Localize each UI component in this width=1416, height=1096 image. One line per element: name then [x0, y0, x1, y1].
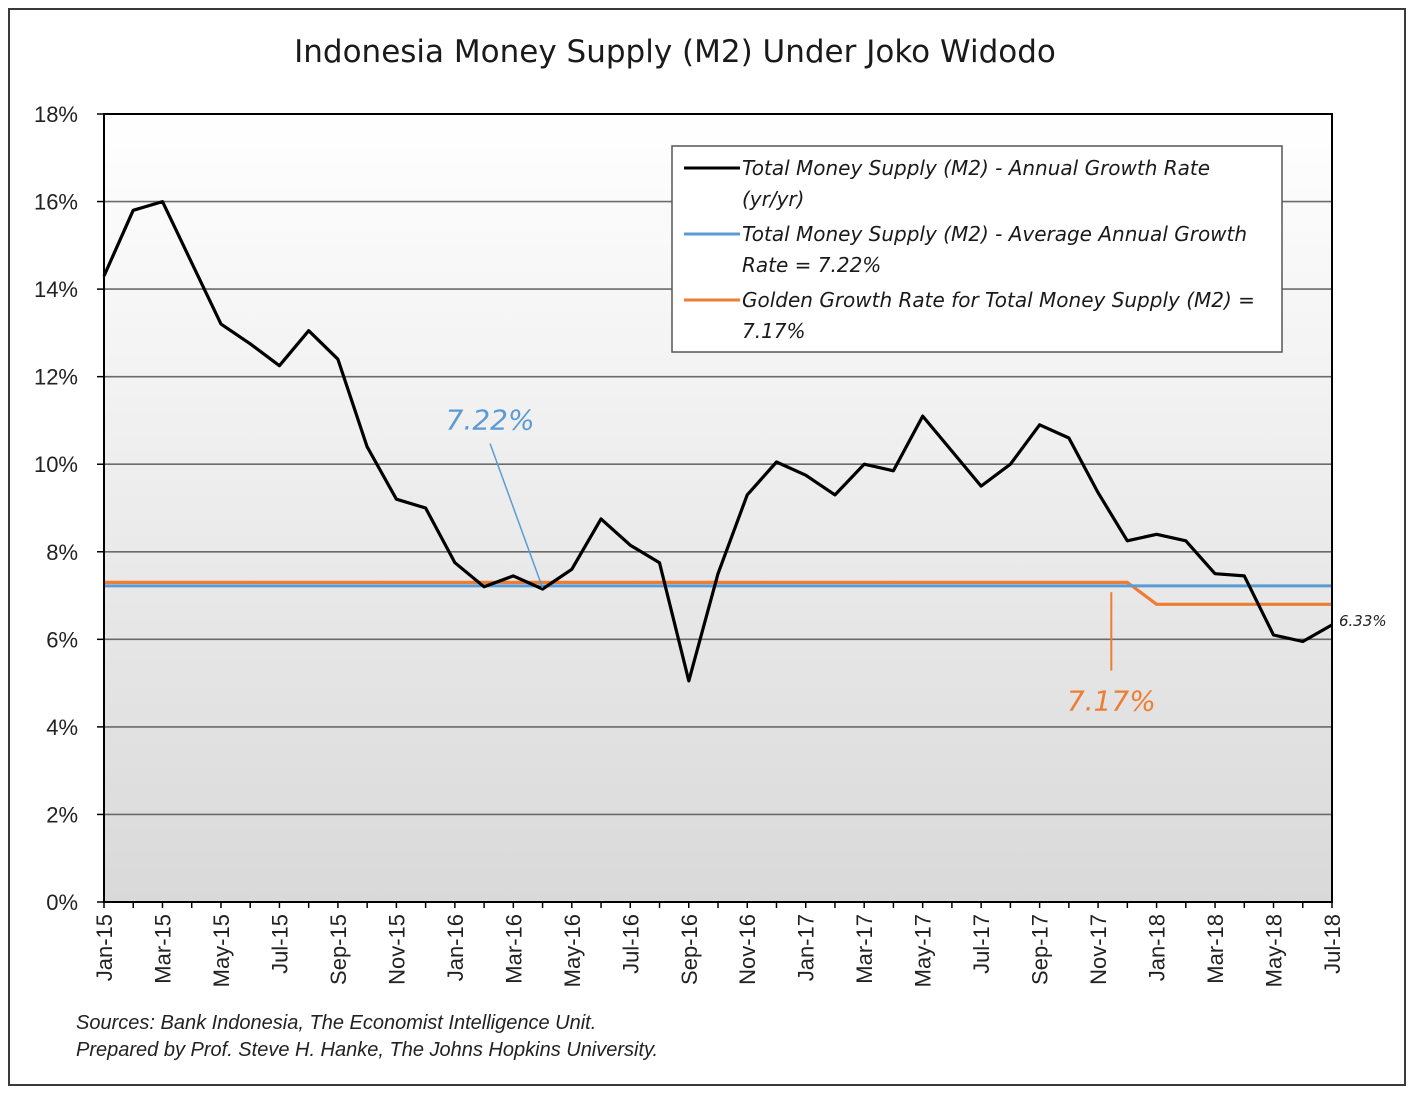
x-tick-label: Jan-16: [443, 914, 468, 981]
annotation-leader-line: [489, 443, 544, 589]
source-line-2: Prepared by Prof. Steve H. Hanke, The Jo…: [76, 1039, 658, 1061]
x-tick-label: May-15: [209, 914, 234, 987]
y-axis-ticks: 0% 2% 4% 6% 8% 10% 12% 14% 16% 18%: [34, 102, 104, 915]
x-tick-label: Mar-15: [150, 914, 175, 984]
chart-title: Indonesia Money Supply (M2) Under Joko W…: [294, 34, 1056, 70]
annotation-average-label: 7.22%: [446, 404, 535, 437]
x-tick-label: Nov-15: [384, 914, 409, 985]
x-tick-label: Mar-18: [1203, 914, 1228, 984]
series-layer: [102, 200, 1333, 683]
y-tick-label: 14%: [34, 277, 78, 302]
legend-label: Rate = 7.22%: [742, 253, 881, 277]
y-tick-label: 12%: [34, 365, 78, 390]
y-tick-label: 2%: [46, 802, 78, 827]
series-line-golden-rate: [104, 580, 1332, 606]
x-axis-ticks: Jan-15 Mar-15 May-15 Jul-15 Sep-15 Nov-15 Jan-…: [92, 902, 1345, 987]
y-tick-label: 16%: [34, 190, 78, 215]
y-tick-label: 18%: [34, 102, 78, 127]
y-tick-label: 8%: [46, 540, 78, 565]
x-tick-label: May-18: [1262, 914, 1287, 987]
x-tick-label: Sep-17: [1028, 914, 1053, 985]
y-tick-label: 6%: [46, 627, 78, 652]
legend-box: [671, 145, 1283, 353]
x-tick-label: Jul-17: [969, 914, 994, 974]
legend-label: 7.17%: [742, 319, 806, 343]
series-line-m2-growth: [102, 200, 1333, 683]
x-tick-label: Jan-15: [92, 914, 117, 981]
x-tick-label: Nov-16: [735, 914, 760, 985]
x-tick-label: Jan-18: [1145, 914, 1170, 981]
x-tick-label: Sep-15: [326, 914, 351, 985]
y-tick-label: 0%: [46, 890, 78, 915]
annotation-golden-label: 7.17%: [1067, 685, 1156, 718]
x-tick-label: Mar-16: [501, 914, 526, 984]
legend-label: Total Money Supply (M2) - Average Annual…: [742, 222, 1247, 246]
y-tick-label: 10%: [34, 452, 78, 477]
x-tick-label: Jan-17: [794, 914, 819, 981]
legend-label: Golden Growth Rate for Total Money Suppl…: [742, 288, 1255, 312]
source-line-1: Sources: Bank Indonesia, The Economist I…: [76, 1012, 596, 1034]
legend-label: Total Money Supply (M2) - Annual Growth …: [742, 156, 1210, 180]
x-tick-label: Nov-17: [1086, 914, 1111, 985]
x-tick-label: Jul-15: [267, 914, 292, 974]
x-tick-label: May-16: [560, 914, 585, 987]
x-tick-label: Mar-17: [852, 914, 877, 984]
x-tick-label: May-17: [911, 914, 936, 987]
annotation-last-value: 6.33%: [1339, 612, 1387, 630]
legend: Total Money Supply (M2) - Annual Growth …: [671, 145, 1283, 353]
x-tick-label: Jul-18: [1320, 914, 1345, 974]
x-tick-label: Jul-16: [618, 914, 643, 974]
x-tick-label: Sep-16: [677, 914, 702, 985]
legend-label: (yr/yr): [742, 187, 804, 211]
plot-border: [103, 113, 1333, 903]
annotations: 7.22% 7.17% 6.33%: [446, 404, 1387, 718]
y-tick-label: 4%: [46, 715, 78, 740]
